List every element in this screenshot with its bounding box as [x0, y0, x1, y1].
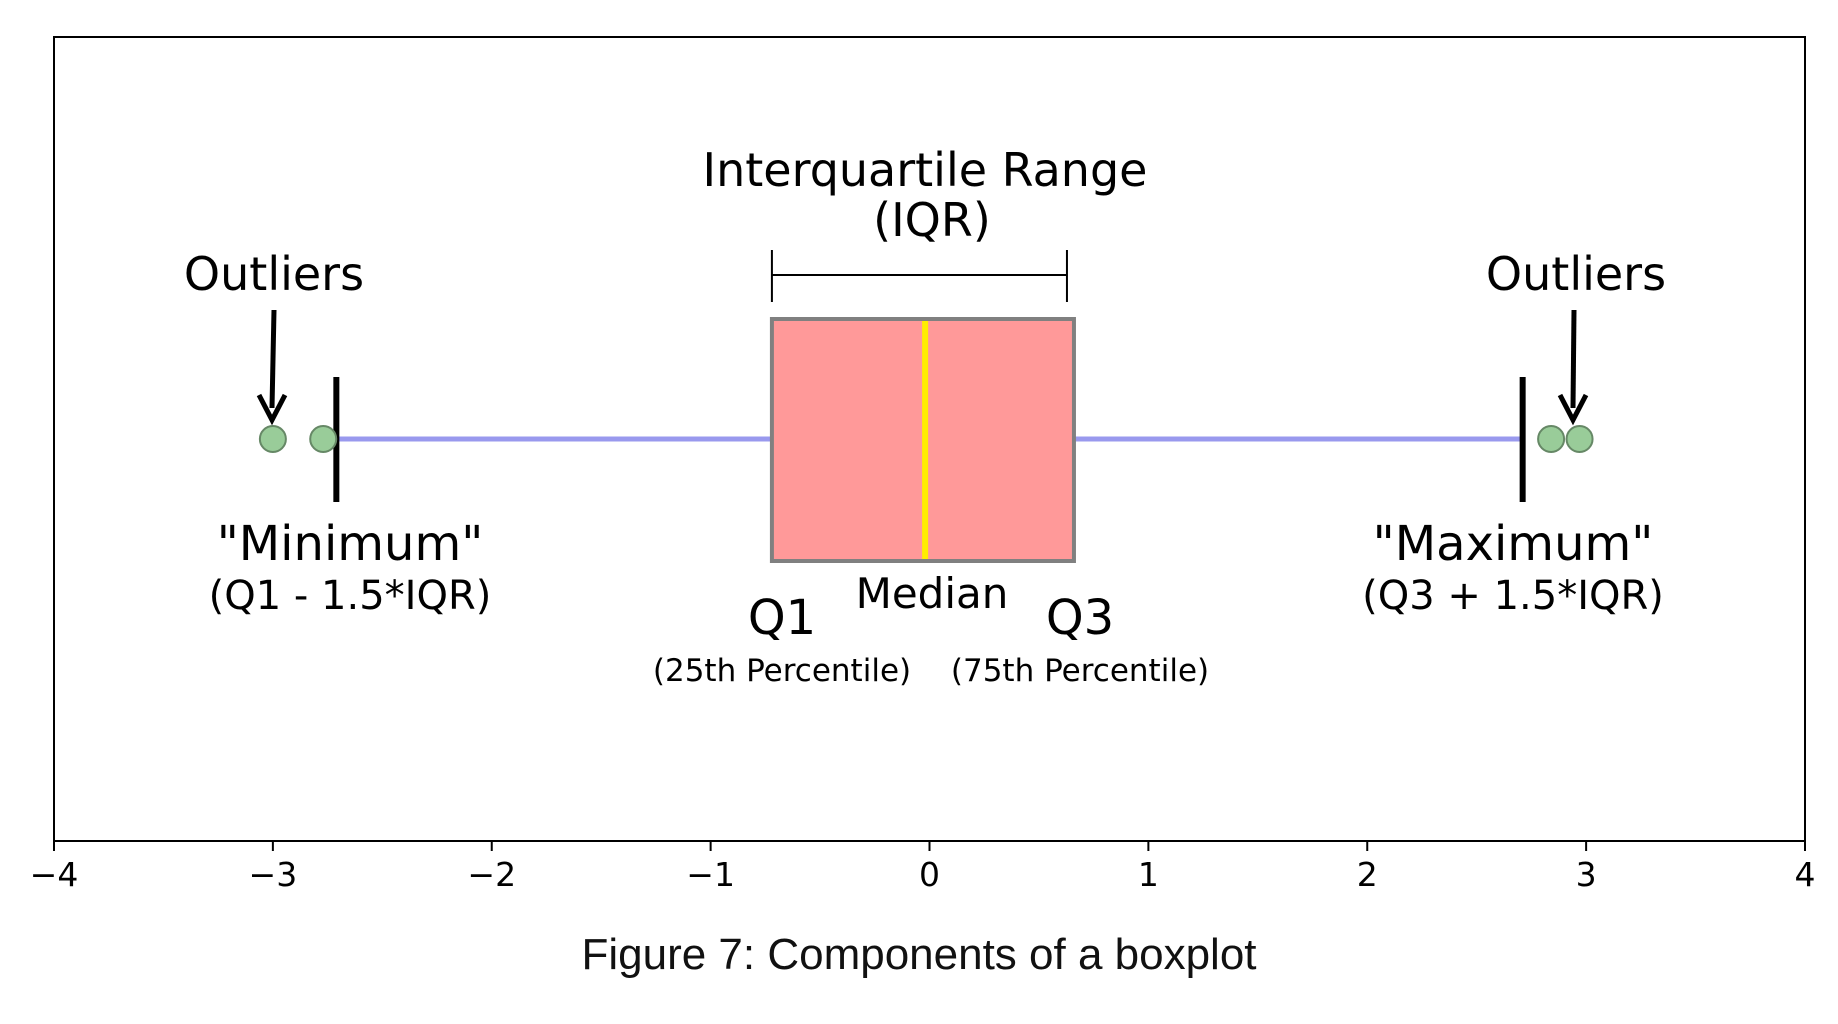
outlier-point	[258, 425, 287, 453]
q3-description: (75th Percentile)	[951, 653, 1209, 689]
outliers	[258, 425, 1594, 453]
x-tick-label: 4	[1795, 855, 1816, 894]
outliers-label-right: Outliers	[1486, 247, 1666, 301]
minimum-label: "Minimum"	[217, 516, 484, 572]
outliers-label-left: Outliers	[184, 247, 364, 301]
outlier-point	[1565, 425, 1594, 453]
x-tick-label: −2	[467, 855, 516, 894]
x-tick-label: 3	[1576, 855, 1597, 894]
iqr-abbrev: (IQR)	[873, 193, 991, 247]
x-tick-label: −3	[249, 855, 298, 894]
maximum-formula: (Q3 + 1.5*IQR)	[1362, 573, 1664, 619]
q1-label: Q1	[748, 590, 816, 646]
x-tick-label: 0	[919, 855, 940, 894]
x-tick-label: −1	[686, 855, 735, 894]
x-axis: −4 −3 −2 −1 0 1 2 3 4	[30, 841, 1816, 894]
x-tick-label: 1	[1138, 855, 1159, 894]
q1-description: (25th Percentile)	[653, 653, 911, 689]
q3-label: Q3	[1046, 590, 1114, 646]
minimum-formula: (Q1 - 1.5*IQR)	[209, 573, 492, 619]
maximum-label: "Maximum"	[1373, 516, 1654, 572]
outlier-arrow-right	[1557, 309, 1589, 426]
x-tick-label: −4	[30, 855, 79, 894]
outlier-point	[309, 425, 338, 453]
x-tick-label: 2	[1357, 855, 1378, 894]
figure-caption: Figure 7: Components of a boxplot	[581, 930, 1257, 979]
median-label: Median	[856, 569, 1009, 618]
iqr-bracket	[770, 250, 1068, 302]
iqr-title: Interquartile Range	[703, 143, 1148, 197]
outlier-point	[1537, 425, 1566, 453]
outlier-arrow-left	[256, 309, 288, 426]
